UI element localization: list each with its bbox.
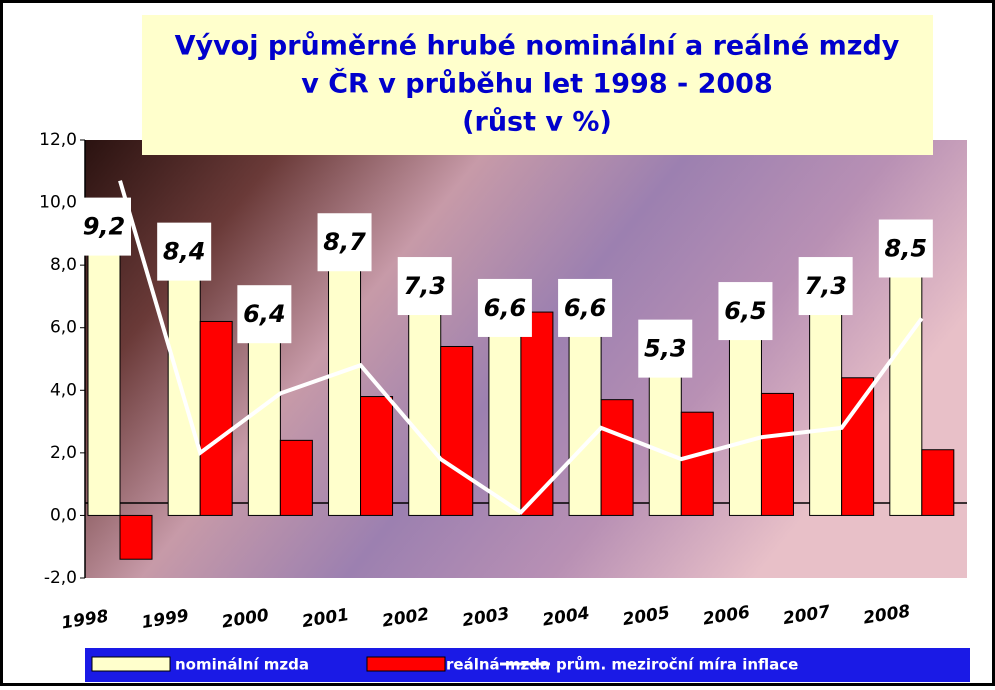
value-label: 6,6 <box>564 294 607 322</box>
legend-label: reálná mzda <box>446 656 550 674</box>
bar <box>680 411 714 516</box>
bar <box>360 396 394 516</box>
value-label-box <box>718 282 773 341</box>
y-tick-label: 6,0 <box>50 318 77 338</box>
value-label: 8,7 <box>323 228 366 256</box>
y-tick-label: 12,0 <box>39 130 77 150</box>
value-label-box <box>157 222 212 281</box>
y-tick-label: 8,0 <box>50 255 77 275</box>
value-label-box <box>317 213 372 272</box>
value-label: 7,3 <box>804 272 847 300</box>
y-tick-label: 4,0 <box>50 380 77 400</box>
legend-swatch <box>91 656 171 672</box>
value-label: 6,6 <box>484 294 527 322</box>
y-tick-label: -2,0 <box>44 568 77 588</box>
bar <box>279 439 313 516</box>
value-label-box <box>237 285 292 344</box>
line <box>118 180 924 515</box>
value-label-box <box>798 257 853 316</box>
title-box <box>142 15 933 155</box>
chart-title: v ČR v průběhu let 1998 - 2008 <box>301 68 773 100</box>
bar <box>119 514 153 560</box>
value-label: 9,2 <box>83 213 126 241</box>
legend-label: prům. meziroční míra inflace <box>556 656 798 674</box>
bar <box>167 252 201 516</box>
value-label: 6,5 <box>724 297 767 325</box>
value-label-box <box>77 197 131 256</box>
bar <box>841 377 875 516</box>
bar <box>600 399 634 516</box>
value-label-box <box>638 319 693 378</box>
chart-title: Vývoj průměrné hrubé nominální a reálné … <box>175 31 900 62</box>
bar <box>199 320 233 516</box>
value-label: 5,3 <box>644 335 687 363</box>
bar <box>728 311 762 516</box>
bar <box>87 227 121 516</box>
bar <box>488 308 522 516</box>
bar <box>921 449 955 516</box>
bar <box>440 345 474 516</box>
bar <box>809 286 843 516</box>
y-tick-label: 2,0 <box>50 443 77 463</box>
bar <box>568 308 602 516</box>
legend-label: nominální mzda <box>175 656 309 674</box>
bar <box>408 286 442 516</box>
value-label: 7,3 <box>403 272 446 300</box>
value-label-box <box>558 278 613 337</box>
value-label: 8,5 <box>885 235 928 263</box>
value-label: 6,4 <box>243 300 286 328</box>
bar <box>889 249 923 516</box>
value-label-box <box>878 219 933 278</box>
y-tick-label: 10,0 <box>39 193 77 213</box>
bar <box>760 392 794 516</box>
value-label: 8,4 <box>163 238 206 266</box>
bar <box>328 242 362 516</box>
value-label-box <box>397 257 452 316</box>
value-label-box <box>477 278 532 337</box>
y-tick-label: 0,0 <box>50 505 77 525</box>
chart-title: (růst v %) <box>462 107 612 138</box>
legend-swatch <box>366 656 446 672</box>
